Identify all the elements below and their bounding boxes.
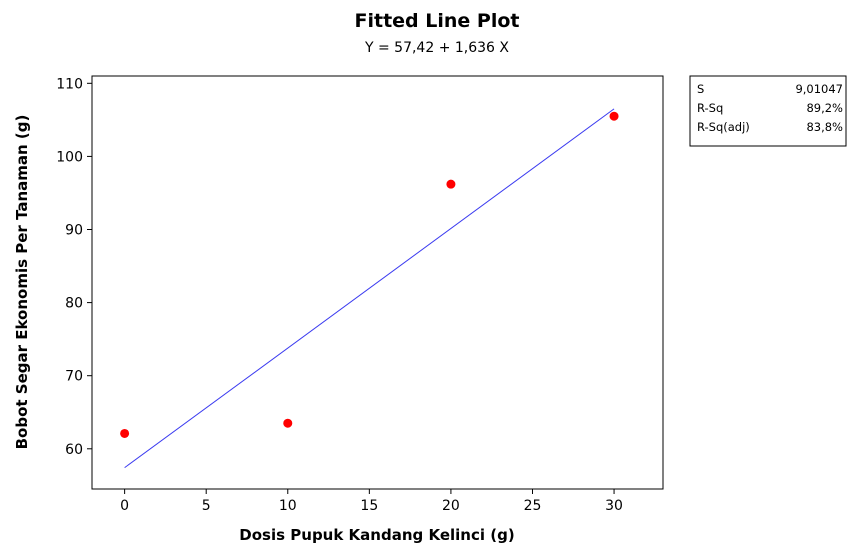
stat-label: S (697, 82, 704, 96)
x-tick-label: 5 (202, 498, 211, 514)
chart-subtitle: Y = 57,42 + 1,636 X (364, 40, 509, 56)
x-tick-label: 10 (279, 498, 297, 514)
x-tick-label: 30 (605, 498, 623, 514)
x-tick-label: 20 (442, 498, 460, 514)
x-tick-label: 25 (524, 498, 542, 514)
data-points (120, 111, 619, 438)
data-point (609, 111, 619, 121)
fit-line-layer (124, 108, 615, 469)
x-axis: 0 5 10 15 20 25 30 (120, 489, 623, 514)
x-tick-label: 15 (360, 498, 378, 514)
y-tick-label: 70 (65, 369, 83, 385)
stat-label: R-Sq(adj) (697, 120, 750, 134)
stat-label: R-Sq (697, 101, 723, 115)
y-tick-label: 110 (56, 76, 83, 92)
y-axis: 60 70 80 90 100 110 (56, 76, 92, 458)
stat-value: 89,2% (806, 101, 843, 115)
fitted-regression-line (124, 108, 615, 469)
stats-box-border (689, 75, 847, 147)
x-tick-label: 0 (120, 498, 129, 514)
data-point (446, 179, 456, 189)
y-tick-label: 90 (65, 223, 83, 239)
data-point (283, 418, 293, 428)
y-tick-label: 100 (56, 149, 83, 165)
stats-box: S 9,01047 R-Sq 89,2% R-Sq(adj) 83,8% (689, 75, 847, 147)
y-tick-label: 80 (65, 296, 83, 312)
stat-value: 83,8% (806, 120, 843, 134)
stat-value: 9,01047 (795, 82, 843, 96)
x-axis-label: Dosis Pupuk Kandang Kelinci (g) (239, 526, 514, 544)
y-axis-label: Bobot Segar Ekonomis Per Tanaman (g) (13, 115, 31, 450)
data-point (120, 428, 130, 438)
y-tick-label: 60 (65, 442, 83, 458)
chart-title: Fitted Line Plot (355, 10, 520, 32)
